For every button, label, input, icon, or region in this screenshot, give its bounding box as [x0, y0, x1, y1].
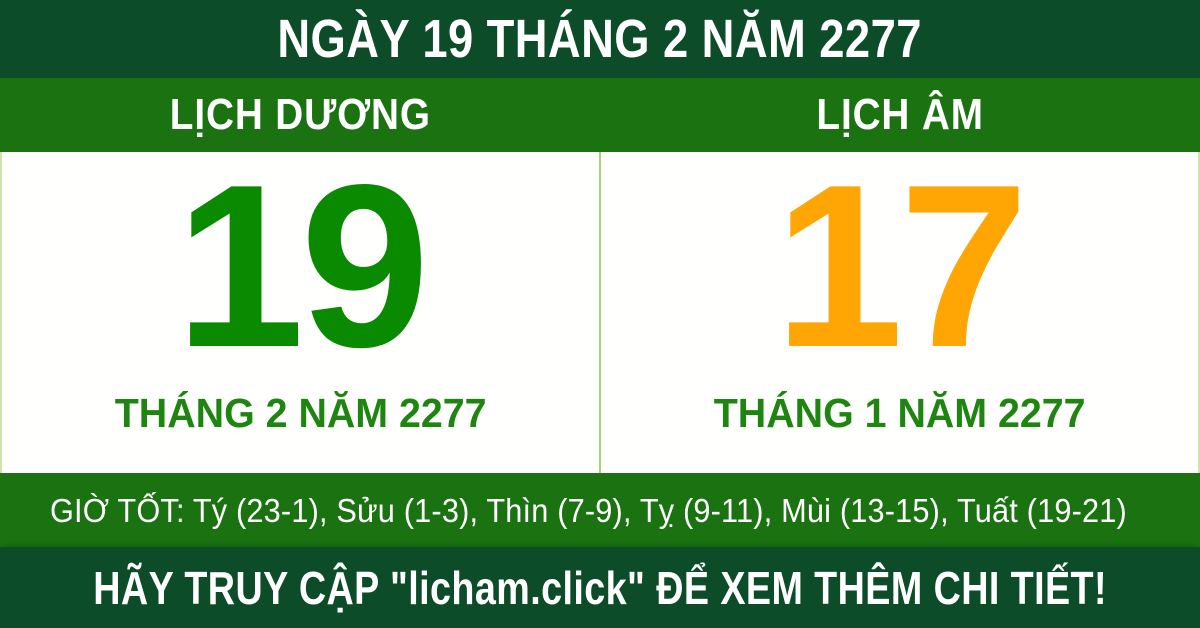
calendar-card: 19 THÁNG 2 NĂM 2277 17 THÁNG 1 NĂM 2277	[0, 137, 1200, 473]
cta-text: HÃY TRUY CẬP "licham.click" ĐỂ XEM THÊM …	[93, 561, 1107, 614]
lunar-calendar-panel: 17 THÁNG 1 NĂM 2277	[601, 137, 1198, 473]
footer-cta-bar: HÃY TRUY CẬP "licham.click" ĐỂ XEM THÊM …	[0, 547, 1200, 628]
page-title: NGÀY 19 THÁNG 2 NĂM 2277	[277, 9, 923, 69]
solar-calendar-label: LỊCH DƯƠNG	[169, 90, 431, 139]
lunar-month-year: THÁNG 1 NĂM 2277	[713, 390, 1086, 436]
solar-calendar-header: LỊCH DƯƠNG	[0, 78, 600, 152]
calendar-type-header-row: LỊCH DƯƠNG LỊCH ÂM	[0, 78, 1200, 152]
solar-month-year: THÁNG 2 NĂM 2277	[114, 390, 487, 436]
solar-day-number: 19	[175, 137, 429, 396]
lunar-calendar-header: LỊCH ÂM	[600, 78, 1200, 152]
lunar-day-number: 17	[774, 137, 1028, 396]
good-hours-bar: GIỜ TỐT: Tý (23-1), Sửu (1-3), Thìn (7-9…	[0, 473, 1200, 547]
date-header-bar: NGÀY 19 THÁNG 2 NĂM 2277	[0, 0, 1200, 78]
vertical-divider	[599, 152, 601, 473]
good-hours-text: GIỜ TỐT: Tý (23-1), Sửu (1-3), Thìn (7-9…	[50, 491, 1127, 529]
lunar-calendar-label: LỊCH ÂM	[816, 90, 984, 139]
solar-calendar-panel: 19 THÁNG 2 NĂM 2277	[2, 137, 599, 473]
